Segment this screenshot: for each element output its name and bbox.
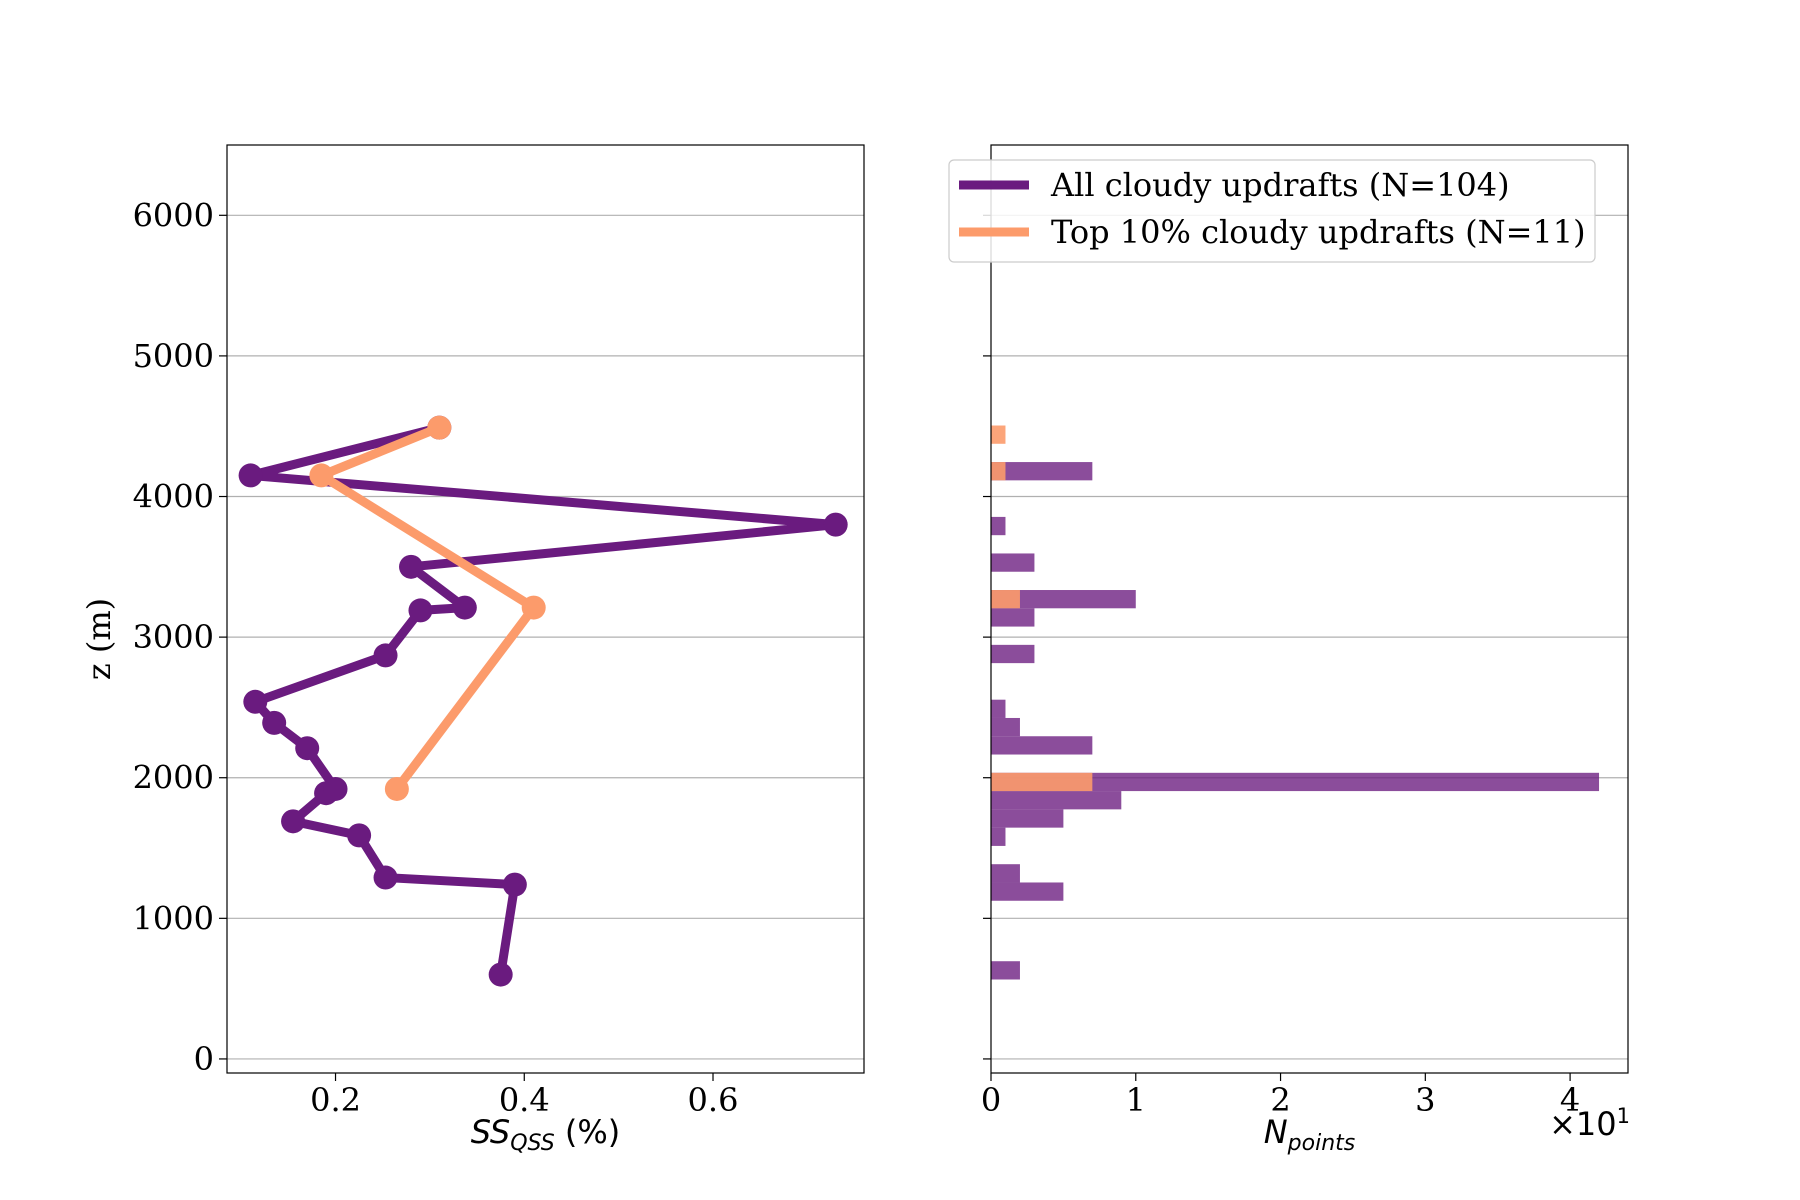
series-point-0 [243,689,268,714]
right-x-multiplier-exp: 1 [1617,1104,1630,1128]
series-point-0 [823,512,848,537]
left-gridlines [227,214,864,1060]
right-x-axis-label: Npoints [1264,1113,1356,1156]
histogram-bar-0 [991,961,1020,980]
series-point-0 [488,962,513,987]
right-x-multiplier-base: ×10 [1549,1105,1617,1143]
right-gridlines [991,214,1628,1060]
histogram-bar-0 [991,608,1035,627]
histogram-bar-1 [991,425,1006,444]
right-x-ticks: 0 1 2 3 4 [981,1073,1580,1119]
left-y-axis-label: z (m) [80,598,118,680]
histogram-bar-0 [991,882,1064,901]
histogram-bar-0 [991,864,1020,883]
histogram-bar-1 [991,462,1006,481]
left-y-tick-label: 1000 [133,899,214,937]
series-point-0 [452,595,477,620]
legend-label-1: Top 10% cloudy updrafts (N=11) [1051,213,1586,251]
legend-box [948,159,1596,263]
series-point-1 [427,415,452,440]
right-x-multiplier: ×101 [1549,1104,1630,1143]
series-point-0 [347,823,372,848]
left-x-tick-label: 0.6 [688,1081,739,1119]
right-x-tick-label: 4 [1560,1081,1580,1119]
right-x-tick-label: 1 [1126,1081,1146,1119]
histogram-bar-0 [991,699,1006,718]
left-x-ticks: 0.2 0.4 0.6 [310,1073,738,1119]
histogram-bar-0 [991,553,1035,572]
series-point-0 [408,598,433,623]
left-y-tick-label: 2000 [133,759,214,797]
histogram-bar-0 [991,736,1093,755]
left-x-tick-label: 0.4 [499,1081,550,1119]
left-y-tick-label: 0 [194,1040,214,1078]
left-y-tick-label: 5000 [133,337,214,375]
right-x-tick-label: 3 [1415,1081,1435,1119]
legend: All cloudy updrafts (N=104) Top 10% cloud… [948,159,1596,263]
series-point-0 [295,736,320,761]
histogram-bar-0 [991,809,1064,828]
right-x-axis-label-sub: points [1287,1131,1356,1156]
histogram-bar-0 [991,827,1006,846]
right-bars-layer [991,425,1600,980]
right-x-tick-label: 2 [1270,1081,1290,1119]
right-y-ticks [983,214,991,1060]
right-x-axis-label-base: N [1264,1113,1288,1151]
left-y-tick-label: 4000 [133,478,214,516]
left-y-tick-label: 3000 [133,618,214,656]
left-panel: 0.2 0.4 0.6 0 1000 2000 3000 4000 5000 6000 SSQS… [80,144,865,1156]
histogram-bar-0 [991,772,1600,792]
histogram-bar-0 [991,516,1006,536]
left-x-axis-label: SSQSS (%) [471,1113,621,1156]
histogram-bar-1 [991,590,1020,609]
series-point-0 [502,872,527,897]
histogram-bar-0 [991,644,1035,664]
left-x-axis-label-sub: QSS [510,1131,554,1156]
histogram-bar-1 [991,772,1093,792]
histogram-bar-0 [991,717,1020,737]
left-y-tick-label: 6000 [133,196,214,234]
left-axes-frame [226,144,865,1074]
series-point-0 [373,643,398,668]
left-x-axis-label-suffix: (%) [555,1113,621,1151]
left-series-layer [238,415,848,987]
series-point-1 [521,595,546,620]
left-x-axis-label-base: SS [471,1113,510,1151]
histogram-bar-0 [991,462,1093,481]
left-x-tick-label: 0.2 [310,1081,361,1119]
series-point-0 [262,710,287,735]
series-line-0 [246,423,841,980]
series-point-0 [399,554,424,579]
histogram-bar-0 [991,791,1122,810]
right-x-tick-label: 0 [981,1081,1001,1119]
histogram-bar-0 [991,590,1136,609]
right-axes-frame [990,144,1629,1074]
series-point-0 [373,865,398,890]
series-line-1 [316,423,539,794]
series-point-0 [323,776,348,801]
series-point-0 [281,809,306,834]
series-point-1 [384,776,409,801]
series-point-1 [309,463,334,488]
series-point-0 [238,463,263,488]
left-y-ticks: 0 1000 2000 3000 4000 5000 6000 [133,196,227,1078]
legend-label-0: All cloudy updrafts (N=104) [1050,166,1510,204]
